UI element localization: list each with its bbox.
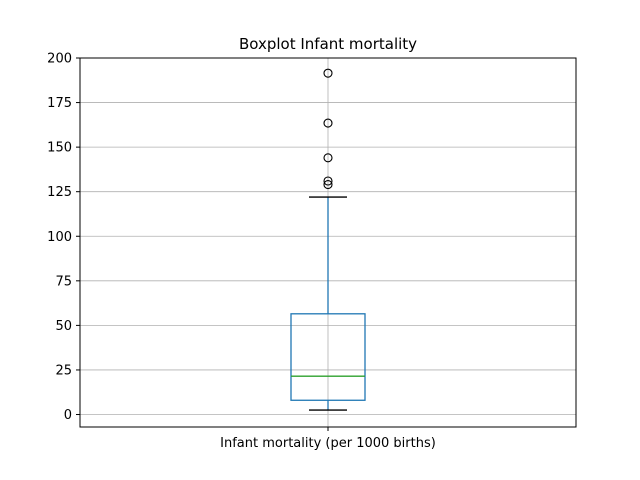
outlier-point — [323, 118, 333, 128]
x-axis-ticks: Infant mortality (per 1000 births) — [220, 427, 436, 451]
box-series — [290, 68, 366, 411]
y-tick-label: 75 — [55, 274, 72, 289]
y-tick-label: 100 — [47, 230, 72, 245]
y-axis-ticks: 0 25 50 75 100 125 150 175 200 — [47, 52, 80, 423]
y-tick-label: 0 — [64, 408, 72, 423]
y-tick-label: 25 — [55, 363, 72, 378]
iqr-box — [290, 313, 366, 401]
y-tick-label: 125 — [47, 185, 72, 200]
y-tick-label: 150 — [47, 141, 72, 156]
outlier-point — [323, 180, 333, 190]
y-tick-label: 50 — [55, 319, 72, 334]
y-tick-label: 175 — [47, 96, 72, 111]
chart-title: Boxplot Infant mortality — [239, 35, 417, 53]
outlier-point — [323, 176, 333, 186]
outlier-point — [323, 153, 333, 163]
outlier-point — [323, 68, 333, 78]
y-tick-label: 200 — [47, 52, 72, 67]
x-tick-label: Infant mortality (per 1000 births) — [220, 436, 436, 451]
